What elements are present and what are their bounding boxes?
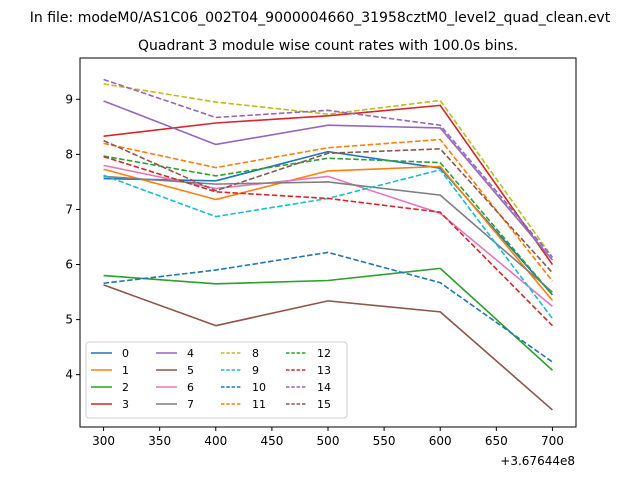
x-tick-label: 300 [92, 434, 115, 448]
x-tick-label: 550 [373, 434, 396, 448]
legend-label-15: 15 [317, 398, 331, 411]
y-tick-label: 7 [65, 202, 73, 216]
y-tick-label: 9 [65, 92, 73, 106]
chart-title: Quadrant 3 module wise count rates with … [138, 38, 518, 54]
legend-label-7: 7 [187, 398, 194, 411]
series-line-14 [103, 78, 554, 258]
x-tick-label: 450 [260, 434, 283, 448]
series-line-5 [103, 284, 553, 411]
series-line-11 [103, 138, 554, 282]
series-line-7 [103, 175, 553, 293]
x-tick-label: 500 [317, 434, 340, 448]
legend-label-5: 5 [187, 364, 194, 377]
legend-label-12: 12 [317, 347, 331, 360]
legend-label-9: 9 [252, 364, 259, 377]
series-line-4 [103, 100, 554, 261]
x-tick-label: 400 [204, 434, 227, 448]
y-tick-label: 5 [65, 313, 73, 327]
x-tick-label: 350 [148, 434, 171, 448]
y-tick-label: 4 [65, 368, 73, 382]
legend-label-3: 3 [122, 398, 129, 411]
series-line-6 [103, 164, 553, 308]
legend-label-0: 0 [122, 347, 129, 360]
series-line-13 [103, 155, 553, 327]
series-line-8 [103, 83, 554, 258]
x-axis: 300 350 400 450 500 550 600 650 700 [92, 427, 564, 448]
series-line-2 [103, 267, 553, 371]
series-line-10 [103, 251, 553, 363]
legend-label-2: 2 [122, 381, 129, 394]
legend-label-1: 1 [122, 364, 129, 377]
chart-suptitle: In file: modeM0/AS1C06_002T04_9000004660… [30, 10, 611, 26]
series-line-9 [103, 169, 554, 319]
series-line-12 [103, 155, 554, 296]
series-line-3 [103, 104, 554, 265]
legend-label-6: 6 [187, 381, 194, 394]
series-line-15 [103, 139, 554, 274]
legend-label-8: 8 [252, 347, 259, 360]
legend-box [85, 341, 348, 419]
legend-label-4: 4 [187, 347, 194, 360]
series-line-1 [103, 165, 554, 301]
legend-label-14: 14 [317, 381, 331, 394]
legend-label-13: 13 [317, 364, 331, 377]
y-tick-label: 6 [65, 258, 73, 272]
x-axis-offset-label: +3.67644e8 [500, 454, 575, 468]
y-tick-label: 8 [65, 147, 73, 161]
legend-label-10: 10 [252, 381, 266, 394]
x-tick-label: 700 [541, 434, 564, 448]
y-axis: 4 5 6 7 8 9 [65, 92, 80, 382]
legend-label-11: 11 [252, 398, 266, 411]
series-line-0 [103, 150, 554, 296]
series-group [103, 78, 554, 411]
x-tick-label: 600 [429, 434, 452, 448]
x-tick-label: 650 [485, 434, 508, 448]
